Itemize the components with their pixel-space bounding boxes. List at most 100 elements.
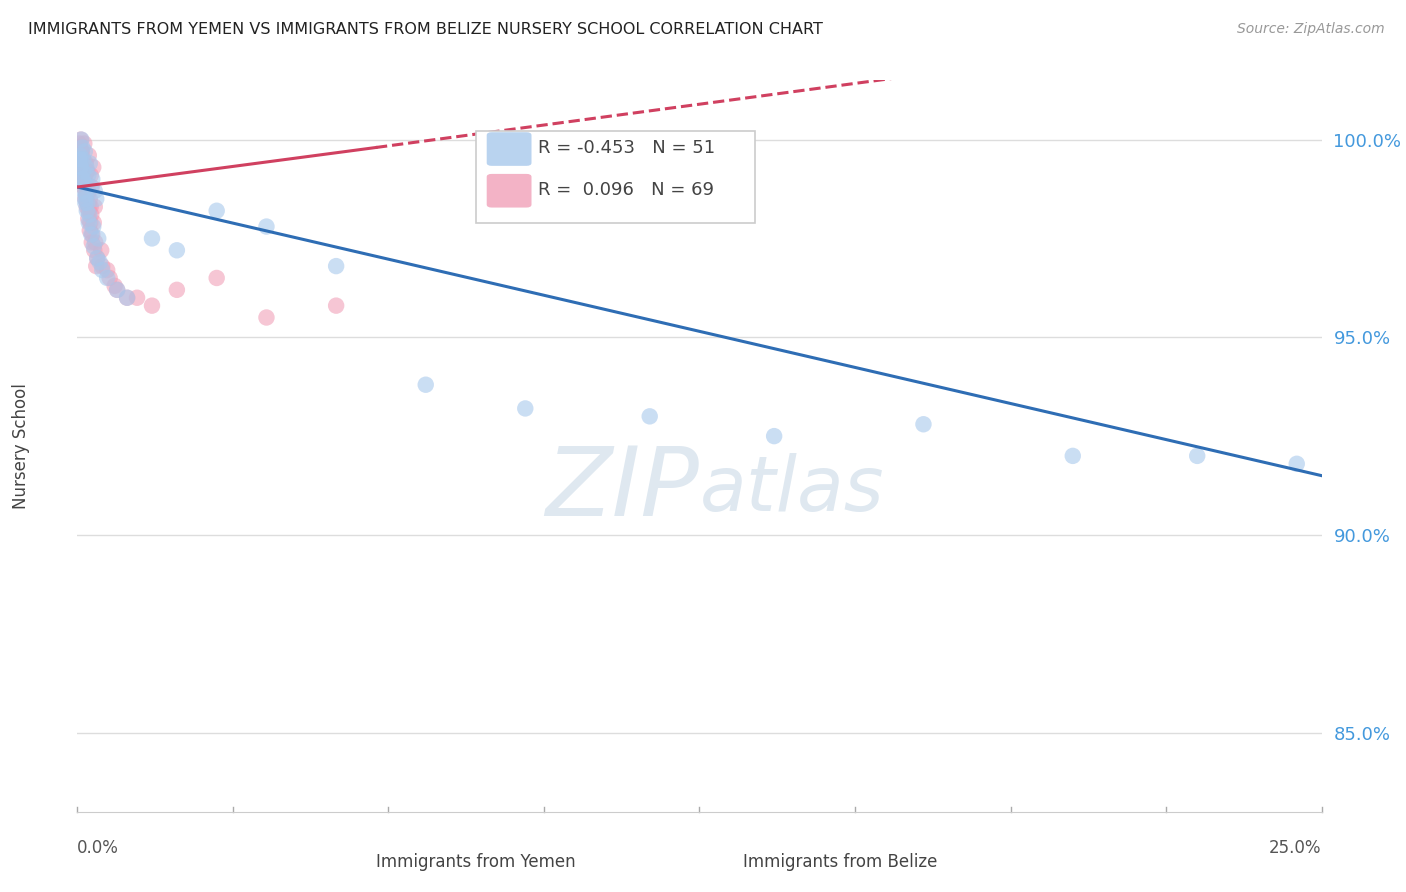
Point — [80, 180, 103, 194]
Point — [83, 244, 105, 258]
Point — [86, 251, 108, 265]
Point — [98, 271, 121, 285]
Point — [83, 200, 105, 214]
Point — [79, 192, 101, 206]
Point — [73, 176, 96, 190]
Point — [77, 208, 100, 222]
Point — [415, 377, 437, 392]
Point — [72, 153, 94, 167]
Point — [69, 164, 91, 178]
Point — [86, 251, 108, 265]
Text: IMMIGRANTS FROM YEMEN VS IMMIGRANTS FROM BELIZE NURSERY SCHOOL CORRELATION CHART: IMMIGRANTS FROM YEMEN VS IMMIGRANTS FROM… — [28, 22, 823, 37]
Point — [166, 244, 188, 258]
Point — [73, 168, 96, 182]
Point — [73, 180, 96, 194]
Point — [79, 223, 101, 237]
Text: Source: ZipAtlas.com: Source: ZipAtlas.com — [1237, 22, 1385, 37]
Text: Nursery School: Nursery School — [13, 383, 30, 509]
Point — [76, 195, 98, 210]
Point — [75, 176, 97, 190]
Point — [79, 216, 101, 230]
Point — [73, 176, 96, 190]
Point — [70, 161, 93, 175]
Point — [76, 195, 98, 210]
Text: ZIP: ZIP — [546, 443, 700, 536]
Point — [77, 168, 100, 182]
Point — [70, 148, 93, 162]
Point — [72, 168, 94, 182]
Point — [96, 271, 118, 285]
Point — [104, 278, 127, 293]
Point — [1187, 449, 1209, 463]
Point — [84, 235, 107, 250]
Point — [67, 153, 90, 167]
Point — [69, 132, 91, 146]
Point — [205, 203, 228, 218]
Point — [83, 216, 105, 230]
FancyBboxPatch shape — [486, 132, 531, 166]
Point — [91, 263, 114, 277]
Point — [638, 409, 661, 424]
Point — [69, 140, 91, 154]
Point — [72, 164, 94, 178]
Text: atlas: atlas — [700, 453, 884, 527]
Point — [205, 271, 228, 285]
Point — [515, 401, 537, 416]
Point — [87, 231, 110, 245]
FancyBboxPatch shape — [475, 131, 755, 223]
Point — [72, 164, 94, 178]
Point — [77, 216, 100, 230]
Point — [69, 148, 91, 162]
Point — [75, 184, 97, 198]
Point — [256, 310, 278, 325]
Point — [70, 145, 93, 159]
Point — [76, 200, 98, 214]
Text: Immigrants from Belize: Immigrants from Belize — [742, 853, 938, 871]
Point — [75, 195, 97, 210]
Point — [141, 231, 163, 245]
Point — [72, 156, 94, 170]
Point — [80, 168, 103, 182]
Point — [80, 235, 103, 250]
Text: 0.0%: 0.0% — [77, 839, 120, 857]
Text: R =  0.096   N = 69: R = 0.096 N = 69 — [537, 181, 714, 199]
Point — [115, 291, 138, 305]
Point — [77, 184, 100, 198]
Text: 25.0%: 25.0% — [1270, 839, 1322, 857]
Point — [70, 156, 93, 170]
Point — [84, 192, 107, 206]
Point — [763, 429, 786, 443]
Point — [77, 203, 100, 218]
Point — [82, 219, 104, 234]
Point — [91, 259, 114, 273]
Point — [77, 200, 100, 214]
Point — [912, 417, 935, 432]
Point — [72, 172, 94, 186]
Point — [69, 153, 91, 167]
Point — [69, 161, 91, 175]
Point — [80, 200, 103, 214]
Point — [105, 283, 128, 297]
Point — [325, 299, 347, 313]
Point — [70, 172, 93, 186]
Point — [72, 140, 94, 154]
Point — [70, 132, 93, 146]
Point — [69, 145, 91, 159]
Point — [75, 161, 97, 175]
Text: Immigrants from Yemen: Immigrants from Yemen — [375, 853, 575, 871]
Point — [141, 299, 163, 313]
Text: R = -0.453   N = 51: R = -0.453 N = 51 — [537, 139, 714, 157]
Point — [89, 255, 111, 269]
Point — [72, 176, 94, 190]
Point — [77, 211, 100, 226]
Point — [75, 192, 97, 206]
FancyBboxPatch shape — [689, 847, 738, 879]
Point — [75, 180, 97, 194]
Point — [80, 227, 103, 242]
Point — [115, 291, 138, 305]
Point — [76, 203, 98, 218]
Point — [79, 156, 101, 170]
Point — [84, 259, 107, 273]
Point — [125, 291, 148, 305]
Point — [67, 136, 90, 151]
